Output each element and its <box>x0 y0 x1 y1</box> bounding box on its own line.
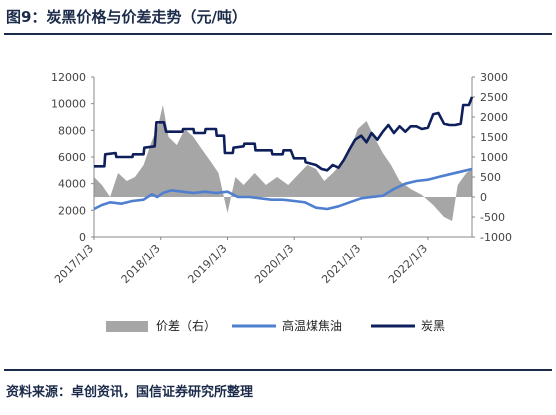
spread-area-layer <box>94 105 472 221</box>
series-carbon-black-line <box>94 96 474 172</box>
x-axis-tick-label: 2021/1/3 <box>319 242 363 286</box>
left-axis-tick-label: 8000 <box>58 124 86 137</box>
left-axis-tick-label: 6000 <box>58 151 86 164</box>
right-axis-tick-label: 2000 <box>480 111 508 124</box>
legend-item-coal-tar: 高温煤焦油 <box>232 318 342 333</box>
legend-label: 炭黑 <box>421 319 445 333</box>
legend-item-spread: 价差（右） <box>106 318 216 333</box>
right-axis-tick-label: 3000 <box>480 71 508 84</box>
left-axis-tick-label: 0 <box>79 231 86 244</box>
right-axis-tick-label: 500 <box>480 171 501 184</box>
legend-label: 价差（右） <box>156 318 216 333</box>
right-axis-tick-label: 0 <box>480 191 487 204</box>
x-axis-tick-label: 2020/1/3 <box>252 242 296 286</box>
source-note: 资料来源：卓创资讯，国信证券研究所整理 <box>6 385 254 400</box>
source-rule <box>4 369 552 371</box>
chart-area: 0 2000 4000 6000 8000 10000 12000 -1000 -500 0 500… <box>51 71 512 333</box>
x-axis-tick-label: 2018/1/3 <box>119 242 163 286</box>
x-axis-tick-label: 2019/1/3 <box>185 242 229 286</box>
legend-item-carbon-black: 炭黑 <box>371 319 445 333</box>
title-rule <box>4 33 552 35</box>
left-axis-tick-label: 2000 <box>58 204 86 217</box>
legend-label: 高温煤焦油 <box>282 318 342 333</box>
left-axis-tick-label: 10000 <box>51 98 86 111</box>
legend-swatch <box>106 321 148 332</box>
right-axis-tick-label: 1500 <box>480 131 508 144</box>
left-axis-tick-label: 12000 <box>51 71 86 84</box>
series-spread-area <box>94 105 472 221</box>
x-axis-tick-label: 2022/1/3 <box>386 242 430 286</box>
line-series-layer <box>93 96 474 211</box>
right-axis-tick-label: -1000 <box>480 231 512 244</box>
left-axis-tick-label: 4000 <box>58 178 86 191</box>
series-coal-tar-line <box>93 167 473 211</box>
figure-title: 图9：炭黑价格与价差走势（元/吨） <box>6 8 247 26</box>
x-axis-tick-label: 2017/1/3 <box>52 242 96 286</box>
right-axis-tick-label: -500 <box>480 211 505 224</box>
right-axis-tick-label: 2500 <box>480 91 508 104</box>
right-axis-tick-label: 1000 <box>480 151 508 164</box>
legend: 价差（右） 高温煤焦油 炭黑 <box>106 318 445 333</box>
